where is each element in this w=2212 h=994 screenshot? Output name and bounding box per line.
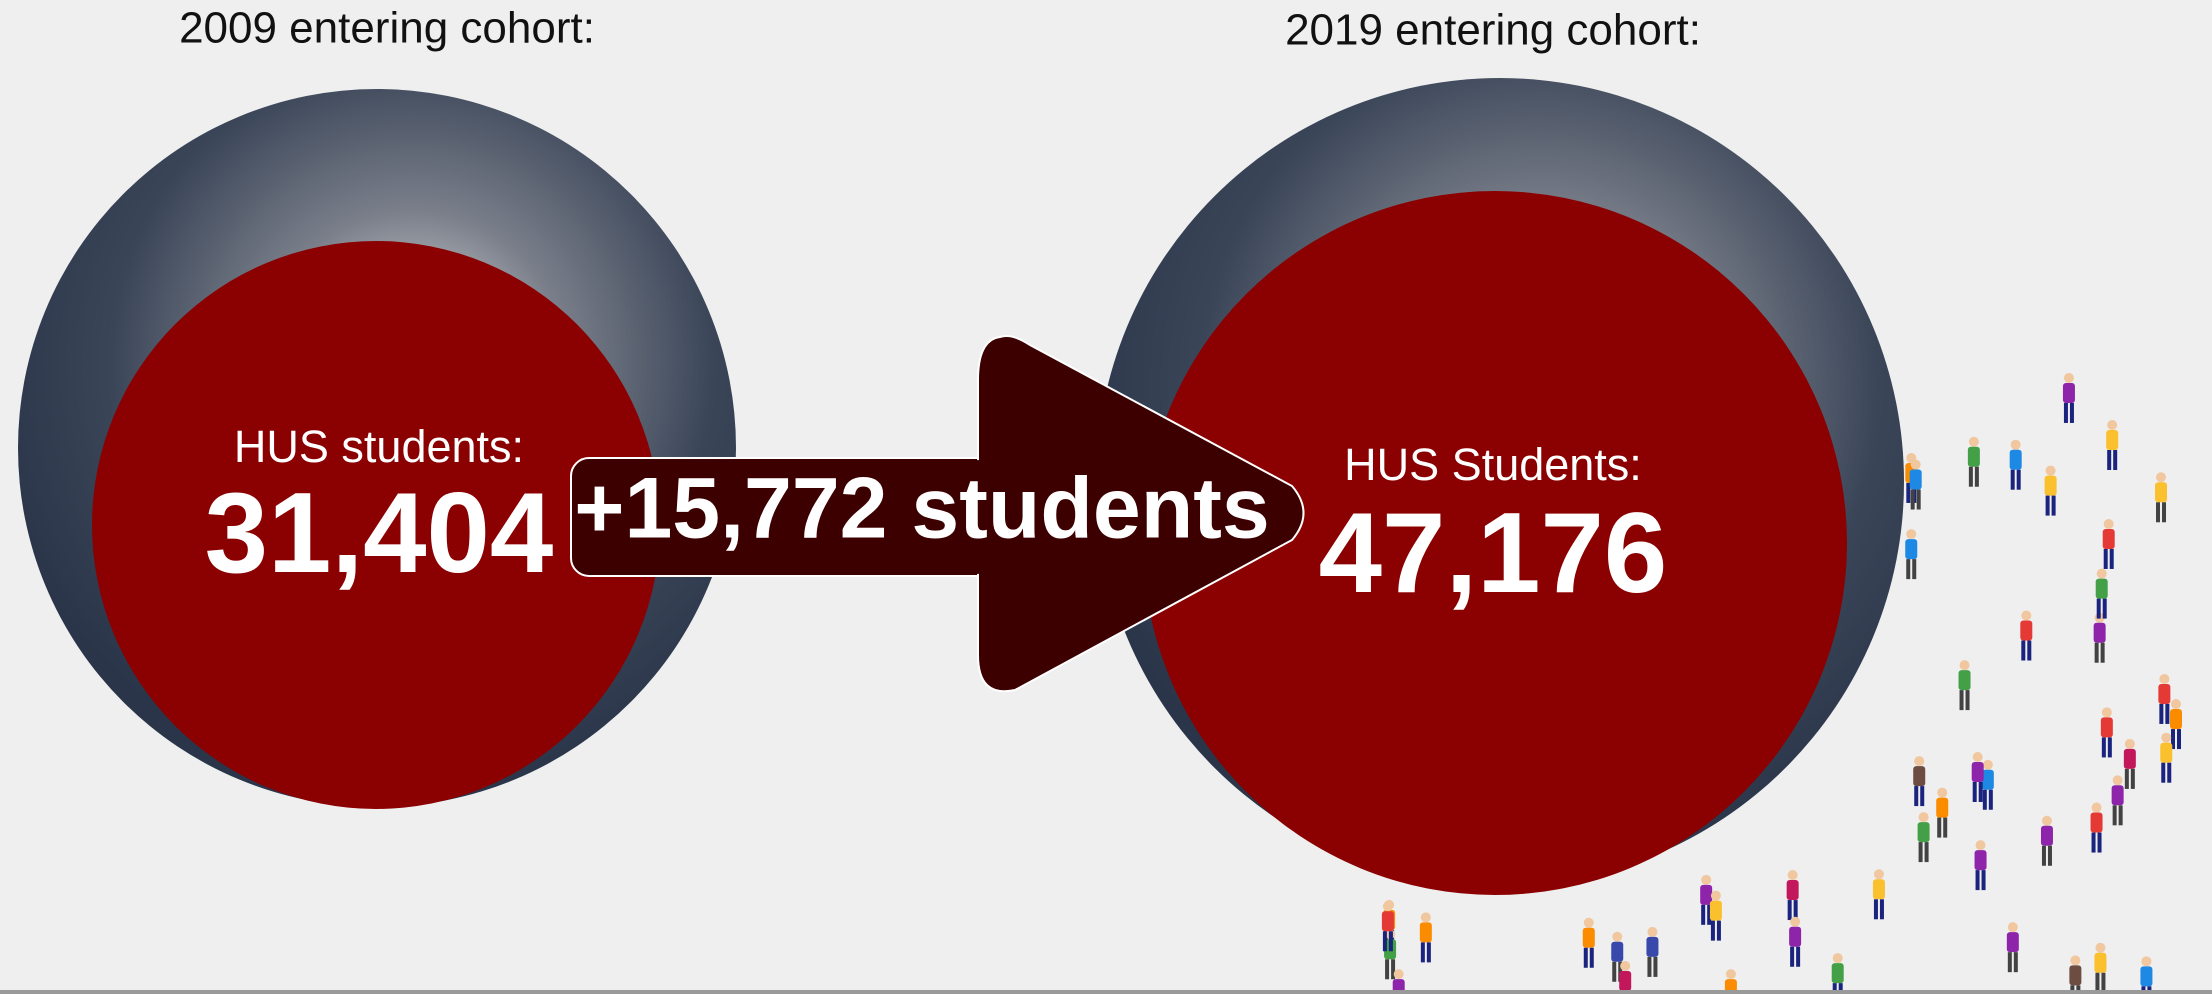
inner-circle	[92, 241, 660, 809]
inner-circle	[1143, 191, 1847, 895]
person	[2155, 472, 2168, 523]
count-label: HUS students:	[234, 421, 524, 472]
person	[2111, 775, 2124, 826]
arrow-body-fill	[573, 460, 993, 574]
person	[2123, 738, 2136, 789]
person	[1917, 812, 1930, 863]
person	[1958, 660, 1971, 711]
person	[1974, 840, 1987, 891]
person	[1967, 436, 1980, 487]
person	[1831, 953, 1844, 994]
person	[1872, 869, 1885, 920]
person	[1700, 874, 1713, 925]
person	[2170, 699, 2183, 750]
person	[1789, 916, 1802, 967]
person	[2102, 518, 2115, 569]
person	[2100, 707, 2113, 758]
bottom-border	[0, 990, 2212, 994]
person	[2160, 732, 2173, 783]
person	[2095, 568, 2108, 619]
person	[1381, 901, 1394, 952]
person	[1971, 751, 1984, 802]
person	[1913, 756, 1926, 807]
person	[2069, 955, 2082, 994]
person	[2044, 465, 2057, 516]
change-label: +15,772 students	[574, 461, 1270, 557]
count-label: HUS Students:	[1344, 439, 1642, 490]
person	[2006, 922, 2019, 973]
person	[2062, 372, 2075, 423]
person	[1582, 917, 1595, 968]
arrow-head	[977, 335, 1305, 693]
person	[2009, 439, 2022, 490]
person	[1905, 529, 1918, 580]
count-value: 47,176	[1319, 490, 1668, 617]
person	[1419, 912, 1432, 963]
cohort-heading: 2009 entering cohort:	[179, 4, 595, 53]
person	[1936, 787, 1949, 838]
person	[1646, 926, 1659, 977]
person	[1619, 960, 1632, 994]
person	[2158, 673, 2171, 724]
crowd-illustration	[1381, 372, 2183, 994]
person	[2106, 420, 2119, 471]
person	[1909, 459, 1922, 510]
person	[2090, 802, 2103, 853]
person	[2020, 610, 2033, 661]
count-value: 31,404	[205, 470, 554, 597]
person	[2094, 942, 2107, 993]
person	[2040, 815, 2053, 866]
cohort-heading: 2019 entering cohort:	[1285, 6, 1701, 55]
person	[1709, 890, 1722, 941]
person	[1981, 759, 1994, 810]
person	[1786, 870, 1799, 921]
